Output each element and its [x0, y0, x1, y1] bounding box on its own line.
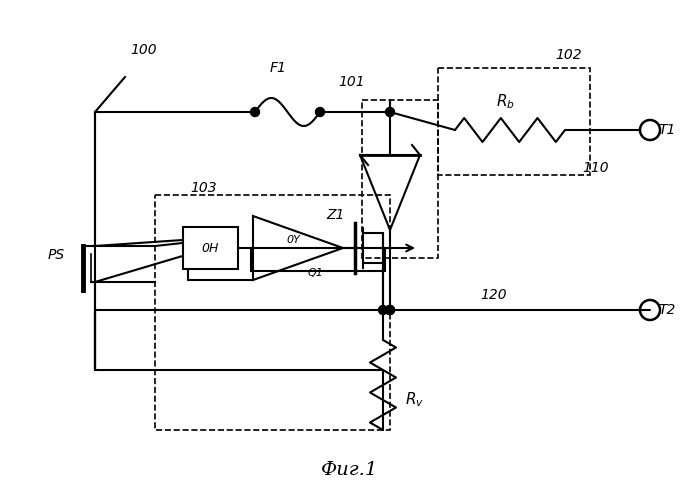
Text: 0Y: 0Y	[286, 235, 300, 245]
Text: Фиг.1: Фиг.1	[321, 461, 379, 479]
FancyBboxPatch shape	[183, 227, 237, 269]
Text: Z1: Z1	[327, 208, 345, 222]
Text: F1: F1	[270, 61, 287, 75]
Text: PS: PS	[48, 248, 64, 262]
Text: 0H: 0H	[202, 242, 218, 254]
Text: 110: 110	[582, 161, 608, 175]
Circle shape	[316, 107, 325, 116]
Circle shape	[251, 107, 260, 116]
Text: T1: T1	[658, 123, 676, 137]
Text: 102: 102	[555, 48, 582, 62]
Text: $R_v$: $R_v$	[405, 390, 424, 409]
Circle shape	[386, 306, 395, 315]
Text: Q1: Q1	[308, 268, 324, 278]
Text: 103: 103	[190, 181, 216, 195]
Circle shape	[379, 306, 388, 315]
Circle shape	[386, 306, 395, 315]
Text: 120: 120	[480, 288, 507, 302]
Text: 101: 101	[338, 75, 365, 89]
Circle shape	[386, 107, 395, 116]
Text: 100: 100	[130, 43, 157, 57]
Text: T2: T2	[658, 303, 676, 317]
Text: $R_b$: $R_b$	[496, 93, 514, 111]
